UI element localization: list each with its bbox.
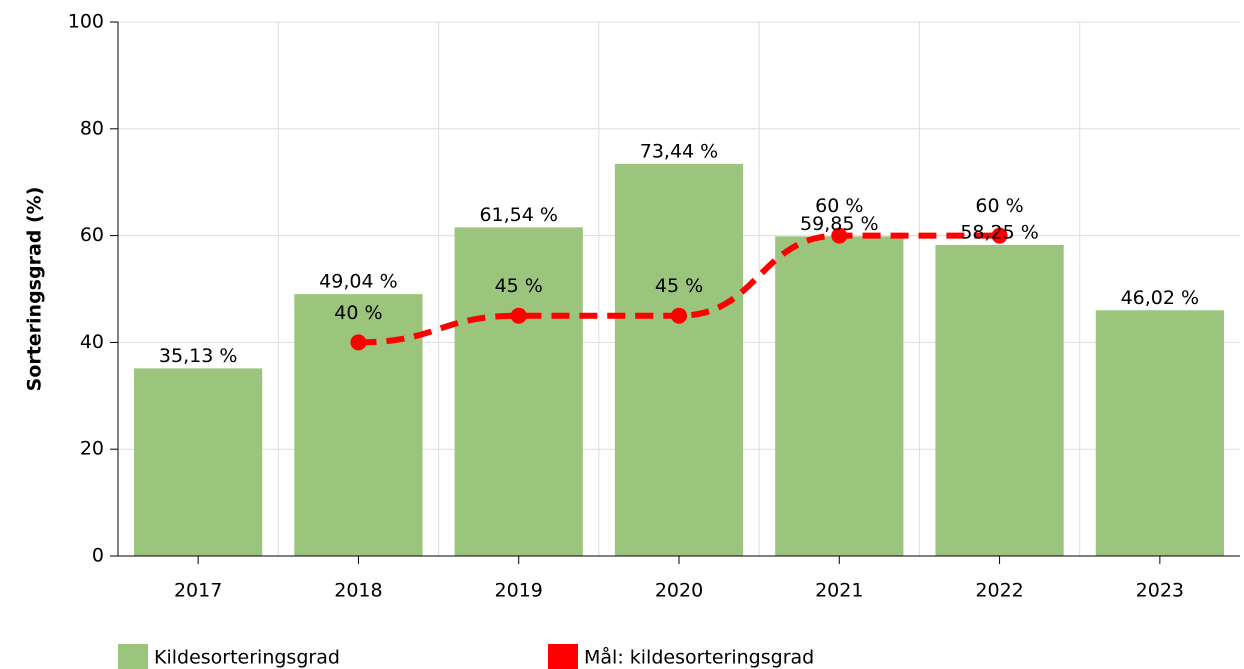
x-tick-label: 2022 [975,580,1023,602]
legend-label: Kildesorteringsgrad [154,647,340,669]
target-point [831,227,848,244]
data-label: 73,44 % [640,140,719,162]
bar [134,368,263,556]
x-tick-label: 2017 [174,580,222,602]
data-label: 49,04 % [319,271,398,293]
legend-swatch [118,644,148,669]
x-tick-label: 2018 [334,580,382,602]
y-tick-label: 0 [92,545,104,567]
data-label: 45 % [495,275,543,297]
bar [1095,310,1224,556]
x-tick-label: 2023 [1136,580,1184,602]
y-tick-label: 80 [80,117,104,139]
data-label: 61,54 % [479,204,558,226]
bar [935,244,1064,556]
bar [775,236,904,556]
x-tick-label: 2019 [495,580,543,602]
x-tick-label: 2020 [655,580,703,602]
data-label: 40 % [334,302,382,324]
y-tick-label: 60 [80,224,104,246]
data-label: 60 % [975,195,1023,217]
target-point [350,334,367,351]
data-label: 59,85 % [800,213,879,235]
y-axis-label: Sorteringsgrad (%) [24,187,46,392]
data-label: 60 % [815,195,863,217]
data-label: 35,13 % [159,345,238,367]
target-point [671,307,687,324]
data-label: 46,02 % [1121,287,1200,309]
legend-label: Mål: kildesorteringsgrad [584,646,814,669]
data-label: 45 % [655,275,703,297]
bar [454,227,583,556]
target-point [510,307,527,324]
target-point [991,227,1008,244]
legend-swatch [548,644,578,669]
y-tick-label: 20 [80,438,104,460]
y-tick-label: 100 [68,11,104,33]
data-label: 58,25 % [960,221,1039,243]
x-tick-label: 2021 [815,580,863,602]
bar [294,294,423,556]
y-tick-label: 40 [80,331,104,353]
bar [614,163,744,557]
